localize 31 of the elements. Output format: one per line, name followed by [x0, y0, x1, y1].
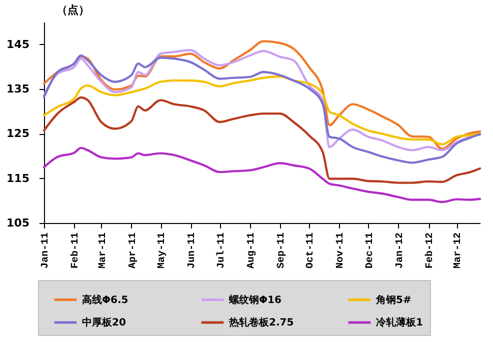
x-tick-label: Jun-11: [187, 232, 198, 269]
y-tick-label: 115: [6, 172, 30, 185]
y-tick-label: 135: [6, 82, 30, 96]
line-series: [42, 54, 482, 164]
x-tick-label: Mar-12: [453, 232, 464, 269]
line-series: [42, 75, 482, 146]
x-tick-label: Jan-11: [40, 232, 52, 269]
x-tick-label: Dec-11: [364, 232, 376, 269]
legend-label: 高线Φ6.5: [82, 294, 128, 306]
line-series: [42, 96, 482, 184]
legend-label: 中厚板20: [82, 316, 126, 328]
x-tick-label: Jul-11: [215, 232, 228, 269]
x-tick-label: Feb-11: [70, 232, 82, 269]
x-tick-label: Mar-11: [98, 232, 109, 269]
y-tick-label: 125: [6, 127, 30, 140]
line-series: [42, 146, 482, 204]
legend-label: 热轧卷板2.75: [228, 316, 294, 328]
x-tick-label: Jan-12: [394, 232, 406, 269]
x-tick-label: Oct-11: [306, 232, 317, 269]
legend-label: 冷轧薄板1: [376, 316, 423, 328]
y-tick-label: 105: [6, 216, 30, 230]
x-tick-label: May-11: [157, 232, 168, 269]
y-axis-title: （点）: [56, 4, 90, 16]
legend-label: 角钢5#: [375, 294, 412, 306]
x-tick-label: Feb-12: [424, 232, 436, 269]
x-tick-label: Sep-11: [276, 232, 288, 269]
y-tick-label: 145: [6, 38, 30, 51]
x-tick-label: Apr-11: [128, 232, 139, 269]
legend-label: 螺纹钢Φ16: [228, 294, 282, 306]
x-tick-label: Nov-11: [336, 232, 347, 269]
x-tick-label: Aug-11: [246, 232, 258, 269]
